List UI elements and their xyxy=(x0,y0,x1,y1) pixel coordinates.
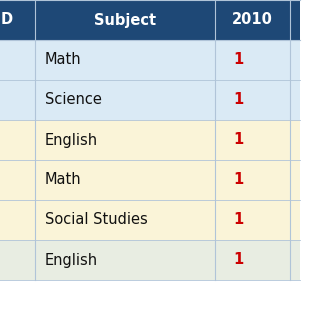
Bar xyxy=(290,80,300,120)
Text: Subject: Subject xyxy=(94,12,156,28)
Bar xyxy=(215,160,290,200)
Bar xyxy=(35,0,215,40)
Bar xyxy=(290,200,300,240)
Bar xyxy=(215,120,290,160)
Bar xyxy=(35,160,215,200)
Bar xyxy=(35,200,215,240)
Text: Math: Math xyxy=(45,52,82,68)
Bar xyxy=(0,40,35,80)
Bar xyxy=(290,0,300,40)
Bar xyxy=(215,200,290,240)
Bar xyxy=(290,160,300,200)
Bar xyxy=(35,40,215,80)
Text: 1: 1 xyxy=(233,92,243,108)
Text: Social Studies: Social Studies xyxy=(45,212,148,228)
Bar xyxy=(215,0,290,40)
Text: 1: 1 xyxy=(233,172,243,188)
Text: 1: 1 xyxy=(233,132,243,148)
Text: D: D xyxy=(1,12,13,28)
Bar xyxy=(0,0,35,40)
Bar xyxy=(35,120,215,160)
Bar xyxy=(35,240,215,280)
Bar xyxy=(215,40,290,80)
Text: Math: Math xyxy=(45,172,82,188)
Bar xyxy=(290,40,300,80)
Bar xyxy=(290,240,300,280)
Bar xyxy=(0,80,35,120)
Text: Science: Science xyxy=(45,92,102,108)
Bar xyxy=(0,240,35,280)
Bar xyxy=(0,200,35,240)
Text: 1: 1 xyxy=(233,52,243,68)
Text: English: English xyxy=(45,252,98,268)
Text: 1: 1 xyxy=(233,212,243,228)
Bar xyxy=(215,240,290,280)
Text: 1: 1 xyxy=(233,252,243,268)
Bar xyxy=(215,80,290,120)
Text: 2010: 2010 xyxy=(232,12,273,28)
Bar xyxy=(290,120,300,160)
Bar xyxy=(0,120,35,160)
Text: English: English xyxy=(45,132,98,148)
Bar xyxy=(35,80,215,120)
Bar xyxy=(0,160,35,200)
